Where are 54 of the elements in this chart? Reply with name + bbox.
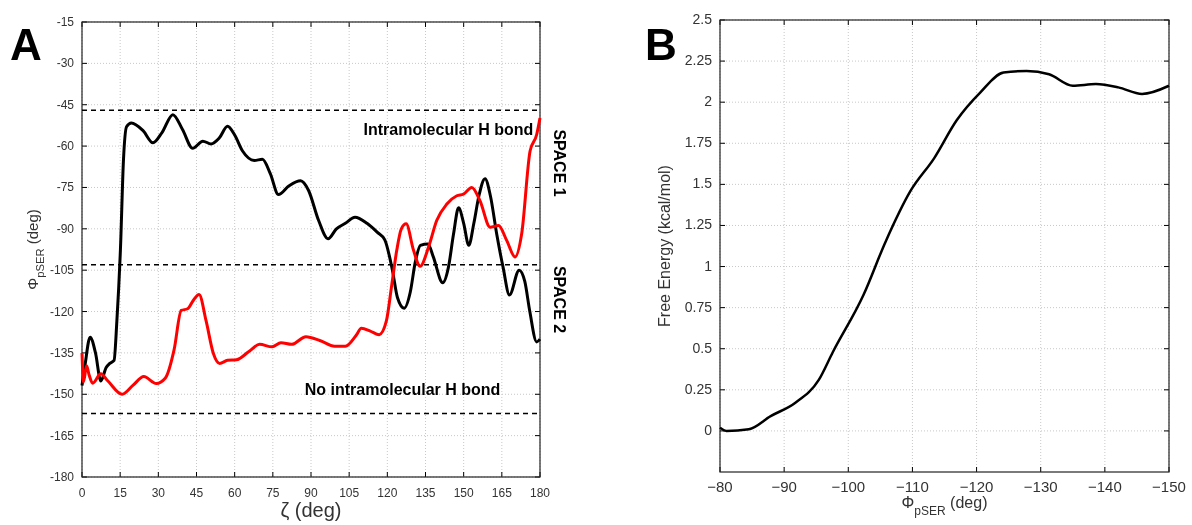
y-tick-label: -150 <box>49 387 75 402</box>
y-tick-label: 1.25 <box>684 216 713 233</box>
text: SPACE 1 <box>551 129 569 197</box>
y-tick-label: -135 <box>49 345 75 360</box>
y-tick-label: -15 <box>56 15 75 29</box>
y-tick-label: -165 <box>49 428 75 443</box>
y-tick-label: 2.5 <box>692 11 713 27</box>
x-tick-label: 0 <box>78 486 86 500</box>
y-tick-label: -75 <box>56 180 75 195</box>
x-tick-label: 165 <box>491 486 513 500</box>
x-tick-label: 30 <box>151 486 166 500</box>
x-tick-label: 105 <box>339 486 360 500</box>
annotation: Intramolecular H bond <box>363 121 534 139</box>
text: SPACE 2 <box>551 265 569 334</box>
y-tick-label: -105 <box>49 263 75 278</box>
chart-title: A <box>10 20 42 69</box>
x-tick-label: 135 <box>415 486 436 500</box>
chart-title: B <box>645 20 677 69</box>
x-tick-label: −120 <box>959 478 994 495</box>
x-tick-label: −140 <box>1087 478 1122 495</box>
y-tick-label: 1.5 <box>692 175 713 192</box>
y-tick-label: -90 <box>56 221 75 236</box>
y-axis-title: Free Energy (kcal/mol) <box>656 165 673 327</box>
x-axis-title: Φ$_{pSER}$ (deg) <box>901 494 988 518</box>
x-axis-title: ζ (deg) <box>280 499 342 521</box>
y-tick-label: 2.25 <box>684 52 713 69</box>
y-tick-label: -60 <box>56 139 75 154</box>
y-tick-label: -45 <box>56 97 75 112</box>
line-series <box>718 69 1171 433</box>
y-tick-label: 0.25 <box>684 380 713 397</box>
x-tick-label: −130 <box>1023 478 1058 495</box>
y-tick-label: 1.75 <box>684 134 713 151</box>
x-tick-label: 180 <box>529 486 551 500</box>
x-tick-label: −90 <box>771 478 797 495</box>
x-tick-label: −100 <box>831 478 866 495</box>
y-tick-label: -180 <box>49 470 75 484</box>
y-tick-label: 0.75 <box>684 298 713 315</box>
x-tick-label: 60 <box>227 486 242 500</box>
x-tick-label: 120 <box>377 486 398 500</box>
x-tick-label: 90 <box>304 486 318 500</box>
y-tick-label: -120 <box>49 304 75 319</box>
x-tick-label: −150 <box>1152 478 1186 495</box>
x-tick-label: 75 <box>266 486 280 500</box>
x-tick-label: 45 <box>189 486 204 500</box>
annotation: No intramolecular H bond <box>304 380 501 398</box>
x-tick-label: 15 <box>113 486 128 500</box>
y-tick-label: 0 <box>704 421 713 438</box>
x-tick-label: −80 <box>707 478 733 495</box>
y-tick-label: 2 <box>704 93 713 110</box>
y-tick-label: -30 <box>56 56 75 71</box>
x-tick-label: 150 <box>453 486 474 500</box>
y-tick-label: 1 <box>704 257 713 274</box>
y-tick-label: 0.5 <box>692 339 713 356</box>
x-tick-label: −110 <box>896 478 929 495</box>
